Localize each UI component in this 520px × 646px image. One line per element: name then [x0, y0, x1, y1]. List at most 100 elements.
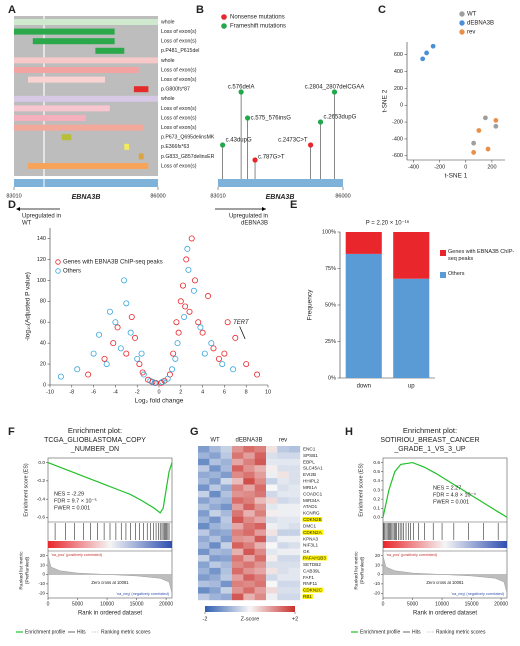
x-tick-label: 0 [382, 601, 385, 607]
heat-cell [266, 529, 278, 537]
heat-cell [198, 567, 210, 575]
heat-cell [288, 555, 301, 562]
legend-label: dEBNA3B [467, 21, 494, 27]
heat-cell [220, 484, 233, 492]
legend-marker [55, 268, 61, 274]
panel-label: E [290, 199, 297, 211]
stat-text: NES = 2.27 [433, 485, 461, 491]
heat-cell [243, 478, 255, 485]
x-tick-label: 86000 [335, 193, 350, 199]
heat-cell [243, 555, 255, 562]
lollipop-head [308, 142, 314, 148]
bar-segment [393, 232, 430, 279]
heat-cell [243, 574, 255, 581]
mutation-label: c.575_576insG [251, 116, 292, 122]
region-bar [138, 153, 144, 160]
point [424, 50, 430, 56]
heat-cell [209, 555, 221, 562]
legend-marker [459, 20, 465, 26]
legend-swatch [440, 272, 446, 278]
heat-cell [209, 446, 221, 453]
heat-cell [277, 452, 289, 460]
group-label: dEBNA3B [235, 438, 262, 444]
heat-cell [266, 535, 278, 543]
heat-cell [266, 555, 278, 562]
heat-cell [220, 580, 233, 588]
x-tick-label: 10 [265, 389, 271, 395]
heat-cell [277, 567, 289, 575]
annotation: TERT [233, 320, 250, 326]
heat-cell [198, 555, 210, 562]
gene-label: KPNA3 [303, 536, 319, 541]
heat-cell [209, 465, 221, 472]
heat-cell [198, 458, 210, 466]
y-tick-label: 0.4 [373, 478, 380, 484]
heat-cell [254, 529, 267, 537]
row-label: p.G800fs*87 [161, 87, 190, 93]
heat-cell [243, 529, 255, 537]
gene-name: EBNA3B [72, 194, 101, 201]
mutation-label: c.576delA [228, 85, 255, 91]
legend-label: Enrichment profile [25, 629, 66, 635]
heat-cell [254, 587, 267, 594]
heat-cell [266, 484, 278, 492]
panel-label: C [378, 4, 386, 16]
chart-title: _GRADE_1_VS_3_UP [393, 446, 466, 453]
y-tick-label: 40 [40, 341, 46, 347]
gene-highlight [302, 555, 327, 561]
heat-cell [220, 574, 233, 581]
gene-name: EBNA3B [266, 194, 295, 201]
x-tick-label: 0 [157, 389, 160, 395]
heat-cell [277, 548, 289, 556]
heat-cell [232, 535, 244, 543]
legend-label: Genes with EBNA3B ChIP-seq peaks [63, 260, 163, 266]
lollipop-head [331, 89, 338, 95]
heat-cell [254, 523, 267, 530]
heat-cell [232, 587, 244, 594]
heat-cell [220, 497, 233, 504]
cbar-tick-label: +2 [292, 616, 298, 622]
y-tick-label: -0.2 [37, 478, 46, 484]
y-tick-label: 0.0 [373, 515, 380, 521]
point [103, 361, 110, 368]
point [190, 287, 197, 294]
point [186, 308, 193, 315]
point [123, 300, 130, 307]
annotation-arrow [239, 326, 246, 340]
heat-cell [243, 548, 255, 556]
heat-cell [232, 490, 244, 498]
heat-cell [288, 484, 301, 492]
legend-dot [221, 23, 227, 29]
point [170, 350, 177, 357]
heat-cell [220, 510, 233, 517]
heat-cell [288, 567, 301, 575]
y2-axis-label: (PreRanked) [24, 557, 30, 585]
row-label: Loss of exon(s) [161, 67, 197, 73]
x-tick-label: 15000 [465, 601, 479, 607]
point [136, 361, 143, 368]
heat-cell [198, 465, 210, 472]
x-tick-label: -200 [434, 164, 445, 170]
heat-cell [266, 452, 278, 460]
y-tick-label: -0.4 [37, 496, 46, 502]
gene-label: RNF11 [303, 581, 318, 586]
heat-cell [209, 580, 221, 588]
heat-cell [209, 523, 221, 530]
point [221, 350, 228, 357]
region-bar [14, 28, 115, 35]
gene-label: NIF3L1 [303, 543, 319, 548]
point [112, 319, 119, 326]
heat-cell [277, 523, 289, 530]
point [173, 319, 180, 326]
heat-cell [198, 497, 210, 504]
mutation-label: c.2653dupG [324, 115, 357, 121]
heat-cell [254, 490, 267, 498]
heat-cell [243, 446, 255, 453]
row-label: p.P481_P615del [161, 48, 199, 54]
heat-cell [232, 548, 244, 556]
heat-cell [220, 490, 233, 498]
heat-cell [209, 561, 221, 569]
lollipop-head [244, 115, 251, 121]
gene-bar [218, 179, 343, 187]
